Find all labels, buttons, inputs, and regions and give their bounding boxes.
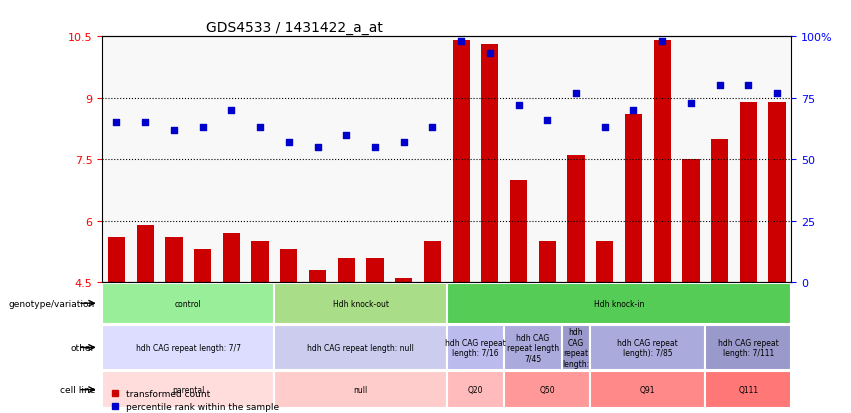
Text: hdh CAG repeat
length): 7/85: hdh CAG repeat length): 7/85 <box>618 338 678 357</box>
Text: other: other <box>71 343 95 352</box>
FancyBboxPatch shape <box>274 371 447 408</box>
Text: Q20: Q20 <box>468 385 483 394</box>
Point <box>454 39 468 45</box>
Text: Q111: Q111 <box>739 385 758 394</box>
FancyBboxPatch shape <box>562 325 591 370</box>
Point <box>196 125 209 131</box>
FancyBboxPatch shape <box>102 283 274 324</box>
FancyBboxPatch shape <box>705 325 791 370</box>
Point <box>626 107 640 114</box>
Point <box>340 132 353 139</box>
Bar <box>338 258 355 282</box>
Bar <box>510 180 527 282</box>
Bar <box>395 278 412 282</box>
Point <box>569 90 583 97</box>
Text: hdh CAG repeat length: null: hdh CAG repeat length: null <box>307 343 414 352</box>
Text: hdh CAG
repeat length
7/45: hdh CAG repeat length 7/45 <box>507 333 559 363</box>
Point <box>282 139 295 146</box>
Bar <box>453 41 470 282</box>
Text: control: control <box>175 299 202 308</box>
FancyBboxPatch shape <box>591 371 705 408</box>
Point <box>139 120 152 126</box>
Legend: transformed count, percentile rank within the sample: transformed count, percentile rank withi… <box>106 385 283 413</box>
Text: parental: parental <box>172 385 204 394</box>
Text: genotype/variation: genotype/variation <box>9 299 95 308</box>
Point <box>368 144 382 151</box>
Text: Q50: Q50 <box>540 385 555 394</box>
Text: hdh CAG repeat length: 7/7: hdh CAG repeat length: 7/7 <box>136 343 241 352</box>
Bar <box>194 250 211 282</box>
Text: Q91: Q91 <box>640 385 655 394</box>
Text: Hdh knock-in: Hdh knock-in <box>594 299 644 308</box>
Point <box>741 83 755 90</box>
Point <box>254 125 267 131</box>
Bar <box>108 237 125 282</box>
Point <box>770 90 784 97</box>
Bar <box>280 250 298 282</box>
Bar <box>539 242 556 282</box>
Text: Hdh knock-out: Hdh knock-out <box>333 299 389 308</box>
Point <box>167 127 180 134</box>
Point <box>311 144 324 151</box>
FancyBboxPatch shape <box>274 325 447 370</box>
Point <box>684 100 698 107</box>
Bar <box>568 156 585 282</box>
Point <box>426 125 439 131</box>
Bar <box>711 139 728 282</box>
FancyBboxPatch shape <box>102 325 274 370</box>
FancyBboxPatch shape <box>591 325 705 370</box>
Text: hdh
CAG
repeat
length:: hdh CAG repeat length: <box>563 328 590 368</box>
Point <box>225 107 238 114</box>
FancyBboxPatch shape <box>274 283 447 324</box>
Bar <box>740 102 757 282</box>
Bar <box>654 41 671 282</box>
Text: null: null <box>353 385 368 394</box>
Bar <box>683 160 700 282</box>
Bar <box>424 242 441 282</box>
FancyBboxPatch shape <box>447 371 504 408</box>
Point <box>713 83 727 90</box>
FancyBboxPatch shape <box>447 325 504 370</box>
Point <box>110 120 123 126</box>
FancyBboxPatch shape <box>447 283 791 324</box>
Bar <box>165 237 182 282</box>
FancyBboxPatch shape <box>504 371 591 408</box>
Point <box>540 117 554 124</box>
Point <box>511 102 525 109</box>
Bar <box>596 242 614 282</box>
FancyBboxPatch shape <box>504 325 562 370</box>
Bar <box>223 233 240 282</box>
Bar <box>136 225 154 282</box>
Bar <box>482 45 499 282</box>
FancyBboxPatch shape <box>705 371 791 408</box>
Bar <box>366 258 384 282</box>
Point <box>598 125 612 131</box>
Bar <box>768 102 785 282</box>
Bar <box>625 115 643 282</box>
Text: hdh CAG repeat
length: 7/111: hdh CAG repeat length: 7/111 <box>718 338 779 357</box>
FancyBboxPatch shape <box>102 371 274 408</box>
Text: GDS4533 / 1431422_a_at: GDS4533 / 1431422_a_at <box>206 21 382 35</box>
Point <box>655 39 669 45</box>
Bar <box>309 270 326 282</box>
Point <box>397 139 410 146</box>
Bar <box>252 242 269 282</box>
Text: hdh CAG repeat
length: 7/16: hdh CAG repeat length: 7/16 <box>445 338 505 357</box>
Text: cell line: cell line <box>60 385 95 394</box>
Point <box>483 51 497 58</box>
